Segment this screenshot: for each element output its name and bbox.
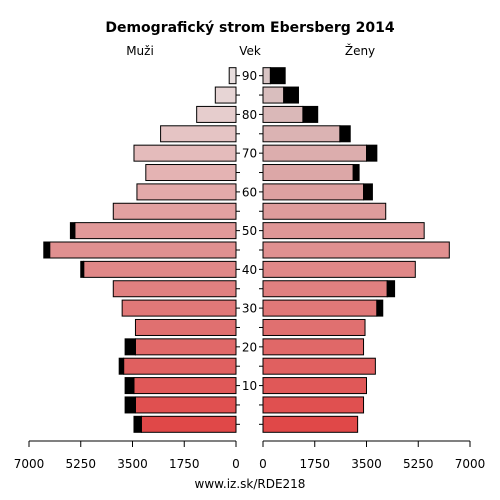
- chart-title: Demografický strom Ebersberg 2014: [105, 20, 395, 36]
- male-bar-45-49: [49, 241, 237, 259]
- male-excess-50-54: [69, 222, 76, 240]
- male-bar-50-54: [74, 222, 237, 240]
- male-label: Muži: [126, 44, 154, 58]
- male-bar-80-84: [196, 105, 237, 123]
- female-bar-65-69: [262, 164, 354, 182]
- male-bar-85-89: [214, 86, 237, 104]
- female-excess-75-79: [339, 125, 351, 143]
- male-bar-60-64: [136, 183, 237, 201]
- male-excess-20-24: [124, 338, 136, 356]
- male-x-tick-label: 0: [232, 457, 240, 471]
- female-bar-60-64: [262, 183, 365, 201]
- age-label: 40: [242, 263, 257, 277]
- female-bar-0-4: [262, 415, 359, 433]
- female-excess-80-84: [302, 105, 319, 123]
- female-excess-35-39: [386, 280, 396, 298]
- male-bar-30-34: [121, 299, 237, 317]
- age-label: 80: [242, 108, 257, 122]
- male-bar-55-59: [112, 202, 237, 220]
- male-excess-0-4: [133, 415, 142, 433]
- age-label: 10: [242, 379, 257, 393]
- female-excess-85-89: [283, 86, 299, 104]
- female-bar-40-44: [262, 260, 416, 278]
- female-bar-30-34: [262, 299, 378, 317]
- female-bar-15-19: [262, 357, 376, 375]
- female-x-tick-label: 1750: [299, 457, 330, 471]
- age-label: 50: [242, 224, 257, 238]
- female-bar-25-29: [262, 318, 366, 336]
- female-label: Ženy: [345, 43, 375, 58]
- age-label: 70: [242, 147, 257, 161]
- male-excess-10-14: [124, 377, 135, 395]
- female-excess-90+: [269, 67, 286, 85]
- male-x-tick-label: 1750: [169, 457, 200, 471]
- footer-source: www.iz.sk/RDE218: [195, 477, 306, 491]
- male-excess-15-19: [118, 357, 125, 375]
- female-bar-35-39: [262, 280, 388, 298]
- male-excess-5-9: [124, 396, 136, 414]
- male-bar-25-29: [134, 318, 237, 336]
- age-label: 20: [242, 340, 257, 354]
- female-bar-75-79: [262, 125, 341, 143]
- male-bar-65-69: [145, 164, 237, 182]
- female-x-tick-label: 3500: [351, 457, 382, 471]
- male-bars: [43, 67, 237, 433]
- age-label: 30: [242, 302, 257, 316]
- male-bar-35-39: [112, 280, 237, 298]
- male-bar-15-19: [123, 357, 237, 375]
- female-bar-5-9: [262, 396, 365, 414]
- female-bar-90+: [262, 67, 271, 85]
- female-bars: [262, 67, 450, 433]
- age-axis-label: Vek: [239, 44, 261, 58]
- male-excess-45-49: [43, 241, 51, 259]
- male-x-tick-label: 3500: [117, 457, 148, 471]
- male-bar-10-14: [133, 377, 237, 395]
- male-bar-5-9: [134, 396, 237, 414]
- male-bar-75-79: [160, 125, 237, 143]
- female-bar-50-54: [262, 222, 425, 240]
- age-label: 90: [242, 69, 257, 83]
- female-excess-70-74: [366, 144, 378, 162]
- female-bar-80-84: [262, 105, 304, 123]
- male-x-tick-label: 7000: [14, 457, 45, 471]
- male-bar-0-4: [140, 415, 237, 433]
- female-x-tick-label: 7000: [455, 457, 486, 471]
- female-bar-10-14: [262, 377, 367, 395]
- male-bar-20-24: [134, 338, 237, 356]
- male-x-tick-label: 5250: [65, 457, 96, 471]
- female-excess-30-34: [376, 299, 384, 317]
- female-bar-55-59: [262, 202, 387, 220]
- age-label: 60: [242, 185, 257, 199]
- female-bar-45-49: [262, 241, 450, 259]
- female-bar-20-24: [262, 338, 365, 356]
- male-bar-90+: [228, 67, 237, 85]
- female-x-tick-label: 0: [259, 457, 267, 471]
- female-x-tick-label: 5250: [403, 457, 434, 471]
- female-bar-70-74: [262, 144, 367, 162]
- female-bar-85-89: [262, 86, 285, 104]
- male-excess-40-44: [80, 260, 85, 278]
- male-bar-70-74: [133, 144, 237, 162]
- female-excess-60-64: [363, 183, 373, 201]
- axes: 10 20 30 40 50 60 70 80 90 7000 5250 3500 1750 0 0 1750…: [14, 69, 486, 471]
- male-bar-40-44: [83, 260, 237, 278]
- female-excess-65-69: [352, 164, 360, 182]
